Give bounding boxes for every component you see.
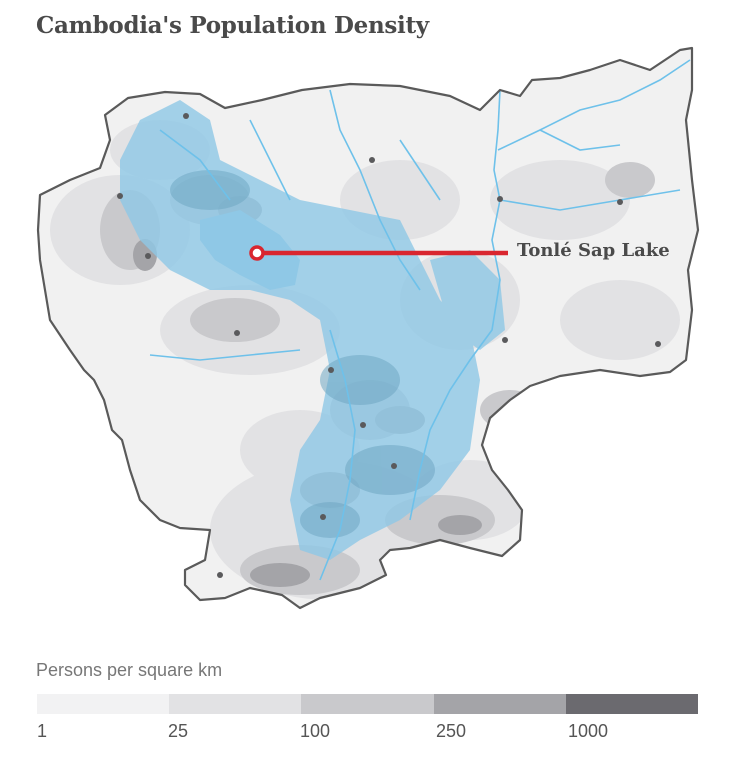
legend-title: Persons per square km (36, 660, 223, 680)
legend-tick-1: 1 (37, 721, 48, 741)
country-border (36, 46, 700, 610)
legend-swatch-1 (37, 694, 170, 714)
tonle-sap-label: Tonlé Sap Lake (517, 240, 670, 261)
cambodia-map (36, 46, 700, 610)
rivers (149, 59, 691, 581)
legend-color-bar (37, 694, 699, 714)
legend-tick-250: 250 (436, 721, 467, 741)
legend-tick-100: 100 (300, 721, 331, 741)
map-title: Cambodia's Population Density (36, 12, 429, 39)
town-markers (117, 113, 661, 578)
legend-swatch-100 (301, 694, 434, 714)
legend-swatch-250 (433, 694, 566, 714)
legend-tick-25: 25 (168, 721, 189, 741)
legend-tick-1000: 1000 (568, 721, 609, 741)
lake-marker-icon (249, 245, 265, 261)
legend-swatch-1000 (565, 694, 699, 714)
legend-swatch-25 (169, 694, 302, 714)
